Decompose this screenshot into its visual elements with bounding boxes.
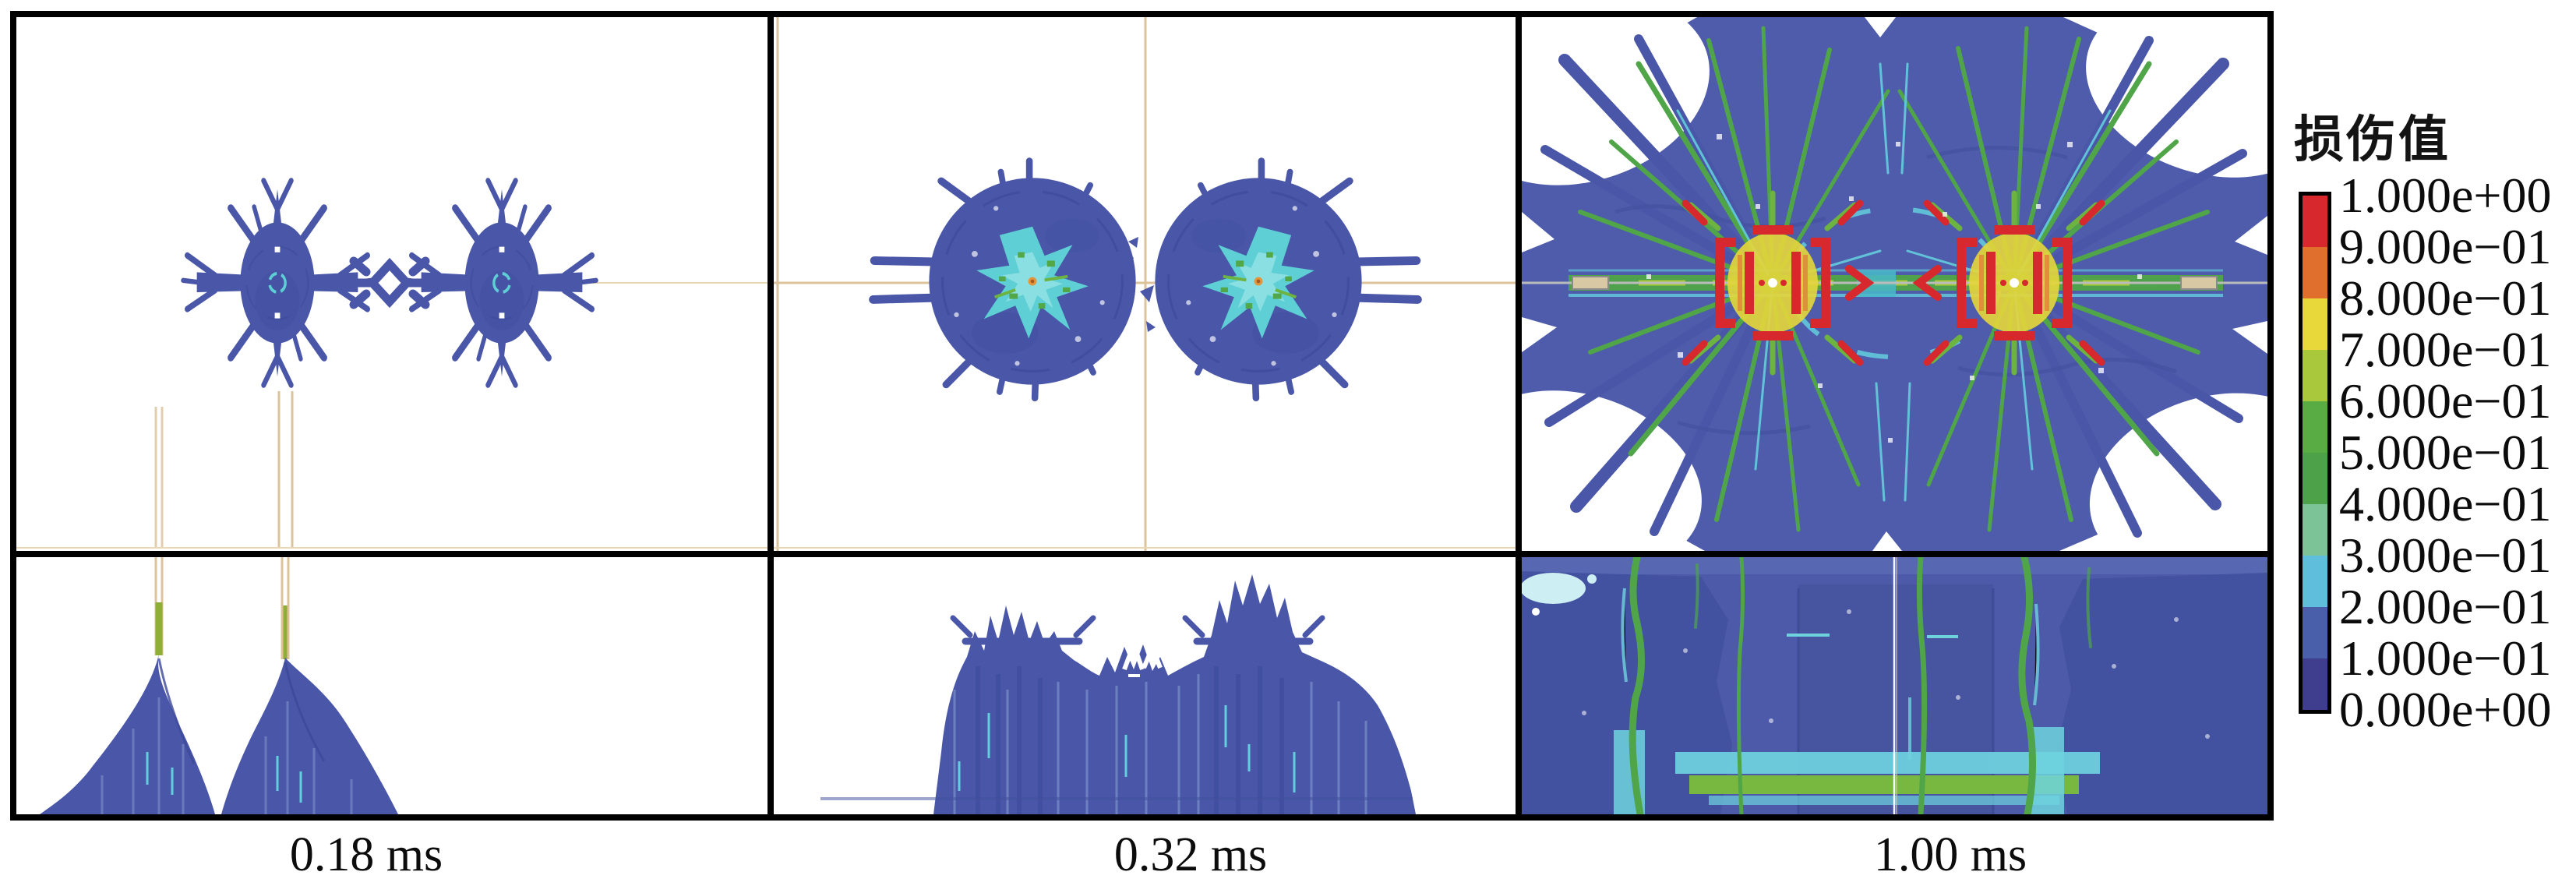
jet-trace-lines: [154, 557, 290, 659]
colorbar-tick-label: 3.000e−01: [2339, 528, 2552, 583]
red-chevrons: [1845, 265, 1942, 301]
time-label-100ms: 1.00 ms: [1873, 828, 2027, 881]
curtain-streaks-dark: [976, 666, 1284, 814]
time-label-032ms: 0.32 ms: [1113, 828, 1268, 881]
dark-zone-right: [2056, 573, 2267, 814]
panel-side-032ms: [774, 557, 1516, 814]
curtain-streaks-light: [953, 674, 1367, 814]
panel-top-100ms: [1522, 17, 2267, 551]
collapse-curtain-body: [933, 574, 1416, 814]
colorbar-tick-label: 8.000e−01: [2339, 270, 2552, 326]
colorbar: [2299, 192, 2331, 714]
colorbar-tick-label: 5.000e−01: [2339, 425, 2552, 480]
colorbar-segment: [2303, 401, 2327, 453]
crosshair-lines: [774, 17, 1516, 551]
curtain-cyan-flecks: [958, 705, 1296, 792]
colorbar-segment: [2303, 658, 2327, 710]
impact-diamond: [349, 256, 430, 309]
cone-cyan-flecks: [146, 752, 302, 803]
sim-side-view-018ms: [40, 557, 398, 814]
colorbar-segment: [2303, 350, 2327, 401]
cone-texture: [101, 697, 353, 814]
colorbar-segment: [2303, 453, 2327, 504]
panel-side-100ms: [1522, 557, 2267, 814]
sim-top-view-032ms: [774, 17, 1516, 551]
legend-title: 损伤值: [2294, 112, 2451, 168]
colorbar-tick-label: 2.000e−01: [2339, 579, 2552, 634]
projectile-markers: [1572, 276, 2218, 290]
sim-top-view-018ms: [16, 17, 768, 549]
colorbar-segment: [2303, 247, 2327, 298]
debris-fragments: [1121, 237, 1174, 332]
panel-side-018ms: [16, 557, 768, 814]
vertical-cracks: [1629, 557, 2092, 814]
colorbar-tick-label: 9.000e−01: [2339, 219, 2552, 274]
colorbar-segment: [2303, 196, 2327, 247]
panel-top-032ms: [774, 17, 1516, 551]
colorbar-tick-label: 0.000e+00: [2339, 682, 2552, 737]
sim-side-view-032ms: [820, 574, 1416, 814]
time-label-018ms: 0.18 ms: [289, 828, 443, 881]
speckles: [1646, 134, 2142, 443]
mid-cyan-dashes: [1787, 634, 1958, 638]
colorbar-segment: [2303, 298, 2327, 350]
debris-cone-left: [40, 654, 215, 814]
colorbar-segment: [2303, 607, 2327, 658]
colorbar-tick-label: 7.000e−01: [2339, 322, 2552, 377]
sim-top-view-100ms: [1522, 17, 2267, 551]
spall-flecks-topleft: [1522, 573, 1597, 616]
colorbar-tick-label: 1.000e−01: [2339, 630, 2552, 686]
fragment-star-left: [183, 181, 372, 385]
panel-grid: [10, 11, 2274, 821]
cone-shadow: [157, 658, 326, 764]
jet-trace-lines: [154, 391, 294, 548]
white-notch-marks: [1122, 637, 1163, 677]
damage-disc-right: [1155, 161, 1417, 398]
colorbar-tick-label: 6.000e−01: [2339, 373, 2552, 429]
sim-side-view-100ms: [1522, 557, 2267, 814]
white-flecks: [1582, 609, 2210, 739]
colorbar-tick-label: 4.000e−01: [2339, 476, 2552, 531]
colorbar-segment: [2303, 504, 2327, 556]
panel-top-018ms: [16, 17, 768, 551]
colorbar-tick-label: 1.000e+00: [2339, 168, 2552, 223]
colorbar-segment: [2303, 556, 2327, 607]
crown-brims: [950, 615, 1325, 645]
damage-disc-left: [873, 161, 1136, 398]
crack-cyan-companions: [1621, 588, 2040, 760]
fragment-star-right: [408, 181, 596, 385]
